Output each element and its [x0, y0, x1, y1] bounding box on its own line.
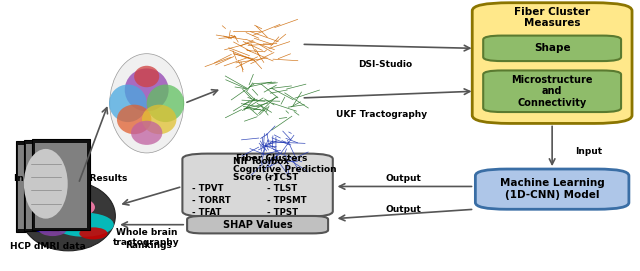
FancyBboxPatch shape — [182, 154, 333, 217]
Ellipse shape — [26, 203, 63, 233]
Ellipse shape — [38, 223, 67, 236]
FancyBboxPatch shape — [35, 143, 86, 228]
Ellipse shape — [24, 149, 68, 219]
Text: - TPST: - TPST — [267, 208, 298, 217]
Text: UKF Tractography: UKF Tractography — [336, 109, 428, 118]
Ellipse shape — [21, 181, 115, 251]
Text: Machine Learning
(1D-CNN) Model: Machine Learning (1D-CNN) Model — [500, 178, 605, 200]
FancyBboxPatch shape — [187, 216, 328, 233]
Text: - TPSMT: - TPSMT — [267, 196, 307, 205]
Ellipse shape — [42, 196, 95, 219]
Ellipse shape — [117, 105, 152, 134]
FancyBboxPatch shape — [26, 144, 78, 228]
Text: HCP dMRI data: HCP dMRI data — [10, 242, 86, 251]
FancyBboxPatch shape — [476, 169, 629, 209]
Text: Microstructure
and
Connectivity: Microstructure and Connectivity — [511, 75, 593, 108]
Text: - TCST: - TCST — [267, 173, 298, 182]
FancyBboxPatch shape — [483, 70, 621, 112]
FancyBboxPatch shape — [32, 139, 90, 230]
Text: Rankings: Rankings — [125, 241, 172, 250]
Ellipse shape — [131, 121, 163, 145]
Text: - TLST: - TLST — [267, 184, 297, 193]
FancyBboxPatch shape — [16, 141, 74, 232]
FancyBboxPatch shape — [18, 145, 70, 229]
FancyBboxPatch shape — [483, 36, 621, 61]
Text: Fiber Cluster
Measures: Fiber Cluster Measures — [514, 7, 590, 28]
Text: - TPVT: - TPVT — [192, 184, 223, 193]
Text: Output: Output — [386, 174, 422, 183]
Text: Interpretation Results: Interpretation Results — [13, 174, 127, 183]
Text: Score (r): Score (r) — [232, 173, 277, 182]
Text: Input: Input — [575, 147, 602, 156]
FancyBboxPatch shape — [472, 3, 632, 123]
Ellipse shape — [79, 227, 108, 240]
Text: Cognitive Prediction: Cognitive Prediction — [232, 165, 336, 174]
Text: Whole brain
tractography: Whole brain tractography — [113, 228, 180, 247]
Ellipse shape — [109, 85, 147, 122]
Text: Fiber Clusters: Fiber Clusters — [236, 154, 308, 163]
Text: - TFAT: - TFAT — [192, 208, 221, 217]
Ellipse shape — [134, 66, 159, 87]
Ellipse shape — [54, 213, 114, 237]
Text: - TORRT: - TORRT — [192, 196, 230, 205]
Text: SHAP Values: SHAP Values — [223, 220, 292, 230]
Text: Shape: Shape — [534, 43, 570, 53]
Text: NII Toolbox: NII Toolbox — [232, 157, 289, 166]
Ellipse shape — [142, 105, 177, 134]
Text: DSI-Studio: DSI-Studio — [358, 60, 412, 69]
FancyBboxPatch shape — [24, 140, 81, 231]
Ellipse shape — [109, 54, 184, 153]
Text: Output: Output — [386, 205, 422, 214]
Ellipse shape — [147, 85, 184, 122]
Ellipse shape — [125, 69, 168, 111]
